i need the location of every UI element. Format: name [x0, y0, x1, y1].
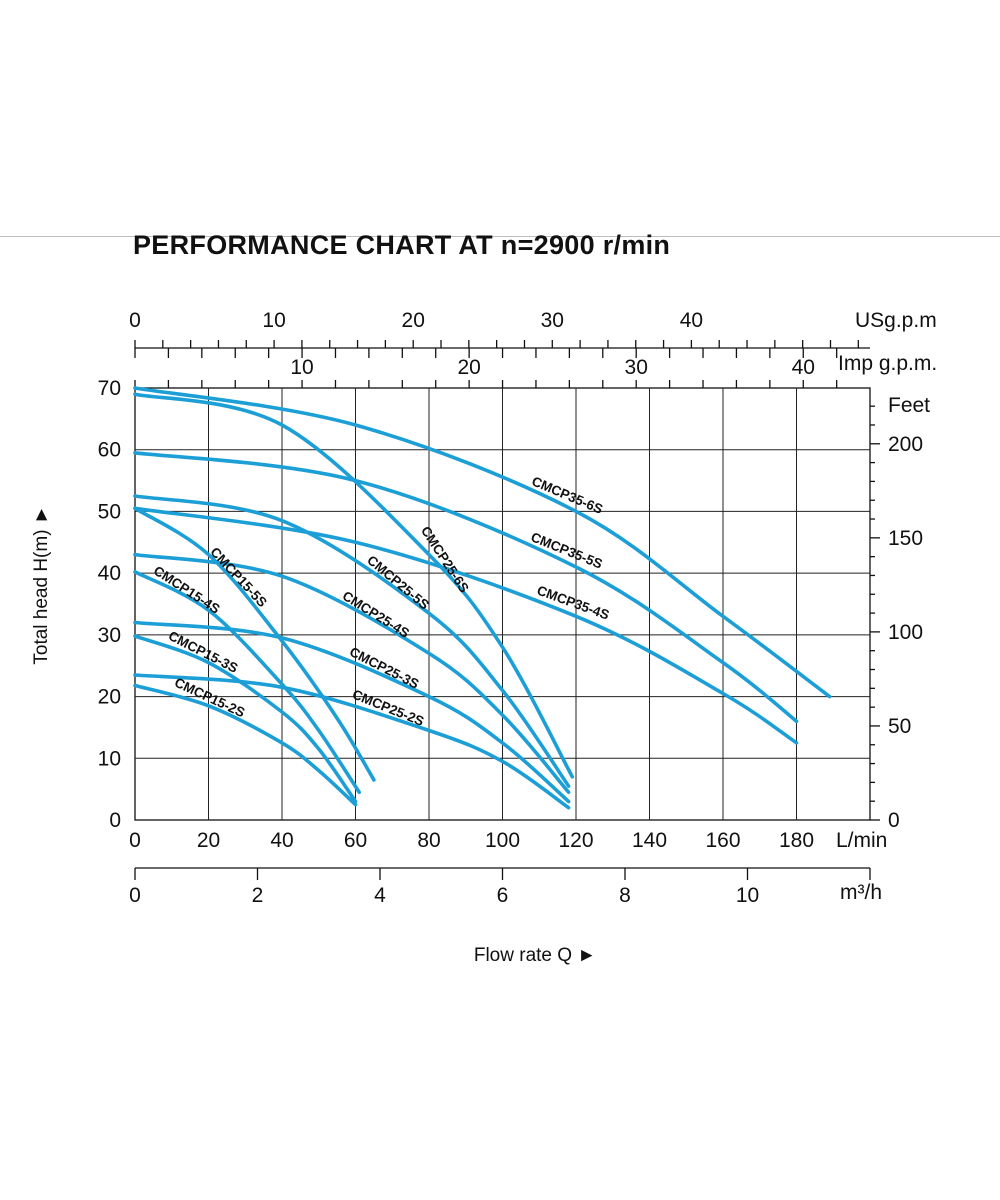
- m3h-tick-label: 4: [374, 884, 386, 907]
- y-tick-label: 60: [98, 439, 121, 462]
- y-tick-label: 30: [98, 624, 121, 647]
- x-tick-label: 180: [779, 829, 814, 852]
- top-divider-line: [0, 236, 1000, 237]
- curve-cmcp35-4s: [133, 506, 799, 745]
- curve-label-cmcp25-6s: CMCP25-6S: [418, 524, 472, 596]
- x-tick-label: 60: [344, 829, 367, 852]
- curve-cmcp25-5s: [133, 494, 571, 788]
- curve-cmcp25-2s: [133, 673, 571, 810]
- y-axis-title: Total head H(m) ►: [31, 505, 52, 664]
- curve-cmcp15-2s: [133, 683, 358, 807]
- curve-cmcp25-4s: [133, 552, 571, 794]
- x-tick-label: 0: [129, 829, 141, 852]
- x-axis-title: Flow rate Q ►: [474, 945, 596, 966]
- curve-label-cmcp25-4s: CMCP25-4S: [340, 588, 412, 641]
- feet-unit-label: Feet: [888, 394, 930, 417]
- impgpm-unit-label: Imp g.p.m.: [838, 352, 937, 375]
- curve-cmcp15-3s: [133, 634, 358, 804]
- y-tick-label: 20: [98, 686, 121, 709]
- curve-cmcp35-6s: [133, 386, 832, 699]
- curve-cmcp25-3s: [133, 620, 571, 804]
- x-tick-label: 40: [270, 829, 293, 852]
- y-tick-label: 40: [98, 562, 121, 585]
- impgpm-tick-label: 30: [625, 356, 648, 379]
- y-tick-label: 0: [109, 809, 121, 832]
- chart-title: PERFORMANCE CHART AT n=2900 r/min: [133, 230, 671, 260]
- impgpm-tick-label: 10: [290, 356, 313, 379]
- feet-tick-label: 0: [888, 809, 900, 832]
- m3h-tick-label: 8: [619, 884, 631, 907]
- impgpm-tick-label: 40: [792, 356, 815, 379]
- y-tick-label: 10: [98, 747, 121, 770]
- impgpm-tick-label: 20: [457, 356, 480, 379]
- curve-cmcp15-5s: [133, 506, 376, 782]
- x-tick-label: 140: [632, 829, 667, 852]
- curve-label-cmcp25-3s: CMCP25-3S: [347, 644, 421, 692]
- m3h-unit-label: m³/h: [840, 881, 882, 904]
- x-tick-label: 160: [705, 829, 740, 852]
- curve-cmcp25-6s: [133, 392, 575, 779]
- usgpm-unit-label: USg.p.m: [855, 309, 937, 332]
- usgpm-tick-label: 40: [680, 309, 703, 332]
- x-tick-label: 20: [197, 829, 220, 852]
- feet-tick-label: 100: [888, 621, 923, 644]
- curve-label-cmcp15-4s: CMCP15-4S: [151, 563, 223, 617]
- usgpm-tick-label: 20: [402, 309, 425, 332]
- m3h-tick-label: 6: [497, 884, 509, 907]
- usgpm-tick-label: 0: [129, 309, 141, 332]
- x-tick-label: 100: [485, 829, 520, 852]
- x-tick-label: 120: [558, 829, 593, 852]
- y-tick-label: 70: [98, 377, 121, 400]
- feet-tick-label: 200: [888, 433, 923, 456]
- y-tick-label: 50: [98, 500, 121, 523]
- usgpm-tick-label: 10: [262, 309, 285, 332]
- x-tick-label: 80: [417, 829, 440, 852]
- x-unit-label: L/min: [836, 829, 887, 852]
- m3h-tick-label: 10: [736, 884, 759, 907]
- feet-tick-label: 50: [888, 715, 911, 738]
- curve-cmcp15-4s: [133, 570, 361, 794]
- curve-cmcp35-5s: [133, 451, 799, 724]
- feet-tick-label: 150: [888, 527, 923, 550]
- m3h-tick-label: 0: [129, 884, 141, 907]
- m3h-tick-label: 2: [252, 884, 264, 907]
- usgpm-tick-label: 30: [541, 309, 564, 332]
